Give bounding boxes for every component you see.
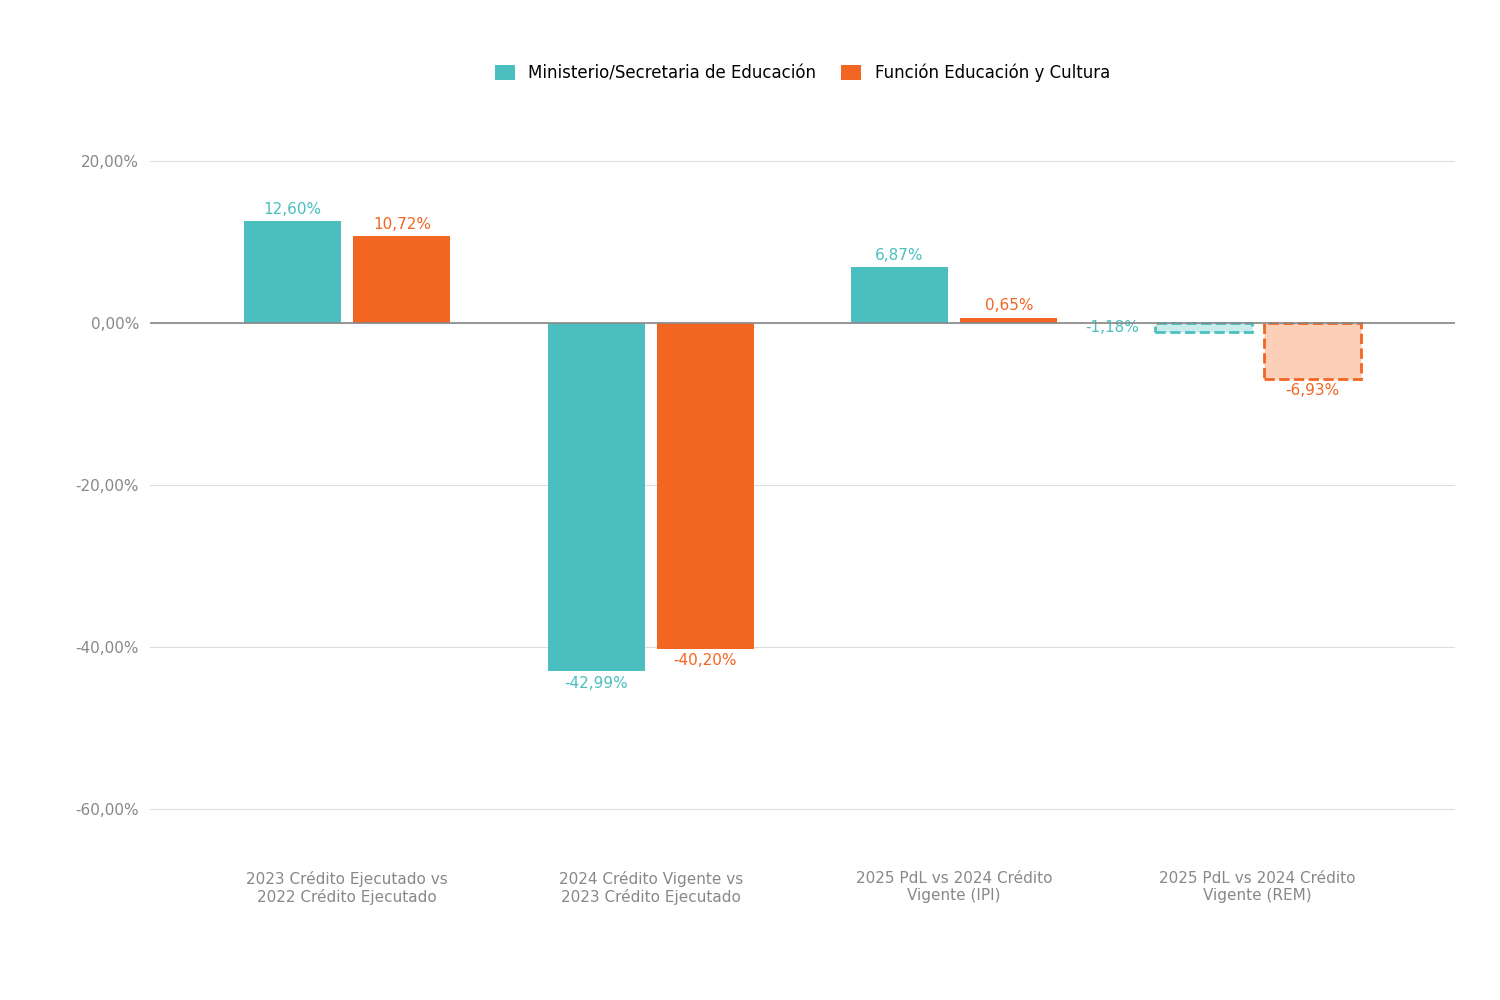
Text: -42,99%: -42,99%: [564, 676, 628, 691]
Bar: [960, 318, 1058, 323]
Bar: [1264, 323, 1360, 379]
Text: -1,18%: -1,18%: [1086, 320, 1140, 335]
Bar: [1155, 323, 1251, 332]
Bar: [850, 267, 948, 323]
Text: 6,87%: 6,87%: [876, 248, 924, 263]
Bar: [657, 323, 754, 649]
Text: 10,72%: 10,72%: [374, 217, 430, 232]
Text: 0,65%: 0,65%: [984, 298, 1033, 313]
Legend: Ministerio/Secretaria de Educación, Función Educación y Cultura: Ministerio/Secretaria de Educación, Func…: [486, 55, 1119, 90]
Bar: [548, 323, 645, 671]
Text: -40,20%: -40,20%: [674, 653, 736, 668]
Text: 12,60%: 12,60%: [264, 202, 321, 217]
Bar: [354, 236, 450, 323]
Bar: [244, 221, 340, 323]
Text: -6,93%: -6,93%: [1286, 383, 1340, 398]
